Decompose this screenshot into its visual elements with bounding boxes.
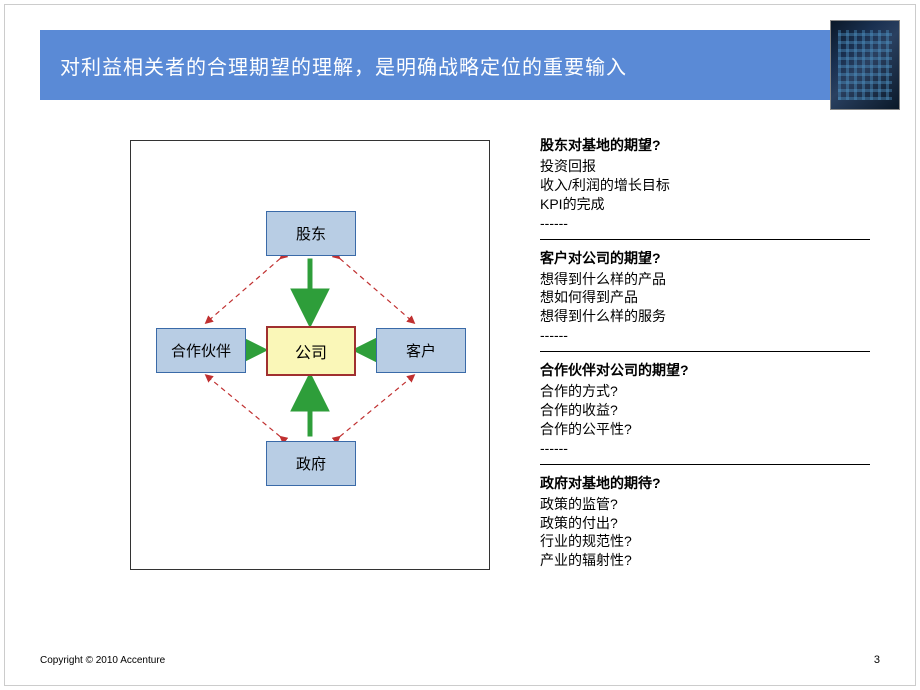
- divider: [540, 464, 870, 465]
- divider: [540, 351, 870, 352]
- arrow-bottom-left: [206, 375, 281, 437]
- section-line: 投资回报: [540, 157, 870, 176]
- copyright-text: Copyright © 2010 Accenture: [40, 655, 165, 666]
- section-line: 合作的公平性?: [540, 420, 870, 439]
- section-line: 产业的辐射性?: [540, 551, 870, 570]
- section-line: 政策的付出?: [540, 514, 870, 533]
- section-line: 想得到什么样的服务: [540, 307, 870, 326]
- section-shareholder: 股东对基地的期望? 投资回报 收入/利润的增长目标 KPI的完成 ------: [540, 135, 870, 233]
- node-customer: 客户: [376, 328, 466, 373]
- expectations-panel: 股东对基地的期望? 投资回报 收入/利润的增长目标 KPI的完成 ------ …: [540, 135, 870, 576]
- section-line: 合作的收益?: [540, 401, 870, 420]
- section-title: 合作伙伴对公司的期望?: [540, 360, 870, 380]
- node-partner-label: 合作伙伴: [171, 340, 231, 361]
- section-line: 行业的规范性?: [540, 532, 870, 551]
- section-title: 政府对基地的期待?: [540, 473, 870, 493]
- section-line: 收入/利润的增长目标: [540, 176, 870, 195]
- arrow-top-right: [340, 259, 415, 324]
- section-line: ------: [540, 439, 870, 458]
- section-line: 合作的方式?: [540, 382, 870, 401]
- slide-title: 对利益相关者的合理期望的理解，是明确战略定位的重要输入: [60, 51, 627, 80]
- section-line: ------: [540, 326, 870, 345]
- arrow-top-left: [206, 259, 281, 324]
- node-government-label: 政府: [296, 453, 326, 474]
- node-customer-label: 客户: [406, 340, 436, 361]
- section-line: KPI的完成: [540, 195, 870, 214]
- node-company-label: 公司: [295, 339, 327, 363]
- section-line: ------: [540, 214, 870, 233]
- section-line: 政策的监管?: [540, 495, 870, 514]
- header-decorative-image: [830, 20, 900, 110]
- arrow-bottom-right: [340, 375, 415, 437]
- stakeholder-diagram: 股东 政府 合作伙伴 客户 公司: [130, 140, 490, 570]
- section-title: 客户对公司的期望?: [540, 248, 870, 268]
- section-title: 股东对基地的期望?: [540, 135, 870, 155]
- node-shareholder: 股东: [266, 211, 356, 256]
- node-shareholder-label: 股东: [296, 223, 326, 244]
- section-line: 想如何得到产品: [540, 288, 870, 307]
- node-partner: 合作伙伴: [156, 328, 246, 373]
- title-bar: 对利益相关者的合理期望的理解，是明确战略定位的重要输入: [40, 30, 840, 100]
- section-partner: 合作伙伴对公司的期望? 合作的方式? 合作的收益? 合作的公平性? ------: [540, 360, 870, 458]
- section-customer: 客户对公司的期望? 想得到什么样的产品 想如何得到产品 想得到什么样的服务 --…: [540, 248, 870, 346]
- node-company: 公司: [266, 326, 356, 376]
- section-government: 政府对基地的期待? 政策的监管? 政策的付出? 行业的规范性? 产业的辐射性?: [540, 473, 870, 571]
- section-line: 想得到什么样的产品: [540, 270, 870, 289]
- divider: [540, 239, 870, 240]
- page-number: 3: [874, 654, 880, 666]
- node-government: 政府: [266, 441, 356, 486]
